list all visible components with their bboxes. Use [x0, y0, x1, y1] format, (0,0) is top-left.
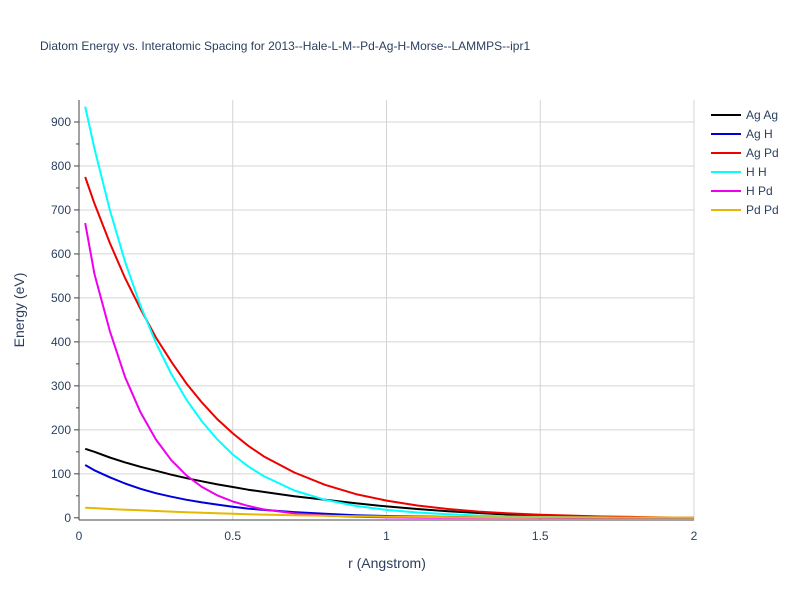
x-tick-label: 0.5: [224, 529, 241, 543]
legend-item[interactable]: H H: [711, 165, 767, 179]
y-tick-label: 100: [51, 467, 71, 481]
chart-title: Diatom Energy vs. Interatomic Spacing fo…: [40, 39, 530, 53]
legend-item[interactable]: Pd Pd: [711, 203, 779, 217]
x-tick-label: 1: [383, 529, 390, 543]
x-tick-label: 2: [691, 529, 698, 543]
legend-item[interactable]: H Pd: [711, 184, 773, 198]
y-tick-labels: 0 100 200 300 400 500 600 700 800 900: [51, 115, 71, 525]
y-tick-label: 500: [51, 291, 71, 305]
y-tick-label: 200: [51, 423, 71, 437]
x-axis-title: r (Angstrom): [348, 555, 426, 571]
y-axis-title: Energy (eV): [11, 273, 27, 348]
x-tick-label: 1.5: [532, 529, 549, 543]
x-tick-label: 0: [76, 529, 83, 543]
y-tick-label: 700: [51, 203, 71, 217]
y-tick-label: 900: [51, 115, 71, 129]
y-tick-label: 800: [51, 159, 71, 173]
legend-label: H Pd: [746, 184, 773, 198]
legend-item[interactable]: Ag H: [711, 127, 773, 141]
legend-label: Ag H: [746, 127, 773, 141]
legend-label: Ag Ag: [746, 108, 778, 122]
y-tick-label: 0: [64, 511, 71, 525]
series-layer: [84, 106, 695, 519]
x-tick-labels: 0 0.5 1 1.5 2: [76, 529, 698, 543]
legend-label: Ag Pd: [746, 146, 779, 160]
legend-item[interactable]: Ag Pd: [711, 146, 779, 160]
legend: Ag Ag Ag H Ag Pd H H H Pd Pd Pd: [711, 108, 779, 217]
y-tick-label: 600: [51, 247, 71, 261]
y-tick-label: 300: [51, 379, 71, 393]
axis-layer: [74, 100, 694, 521]
series-line-pd-pd: [85, 506, 695, 519]
legend-item[interactable]: Ag Ag: [711, 108, 778, 122]
grid-layer: [79, 100, 695, 520]
legend-label: Pd Pd: [746, 203, 779, 217]
legend-label: H H: [746, 165, 767, 179]
y-tick-label: 400: [51, 335, 71, 349]
